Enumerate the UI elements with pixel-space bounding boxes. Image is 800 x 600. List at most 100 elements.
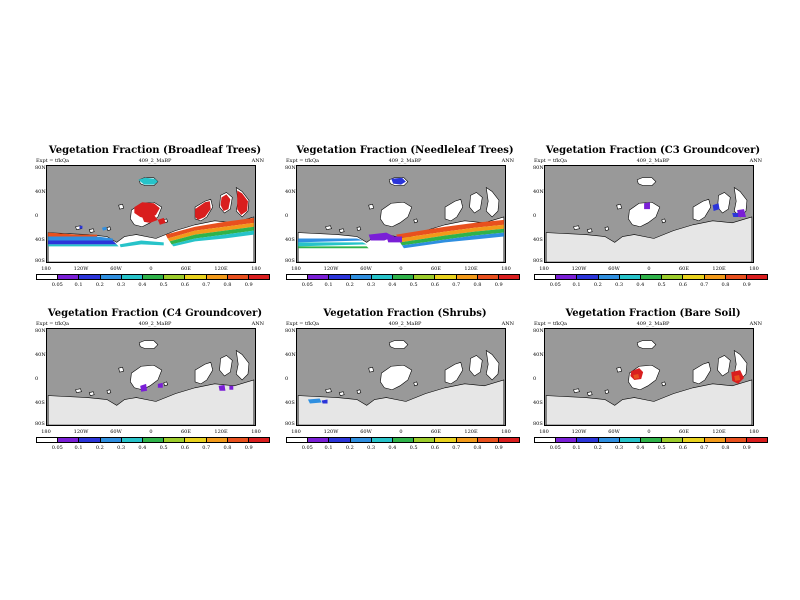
lon-tick-label: 120W [323,266,339,272]
colorbar-label: 0.2 [95,445,104,451]
colorbar-label: 0.3 [615,282,624,288]
land-region [469,192,483,214]
map-panel-c4: Vegetation Fraction (C4 Groundcover) Expt… [35,308,275,453]
colorbar-label: 0.3 [117,282,126,288]
lon-tick-label: 180 [749,266,759,272]
colorbar-label: 0.5 [159,282,168,288]
colorbar-label: 0.7 [452,282,461,288]
field-contour [237,190,248,215]
field-contour [398,224,504,243]
lon-tick-label: 120E [464,266,478,272]
land-region [88,391,95,396]
colorbar-segment [308,275,330,279]
colorbar-segment [206,438,228,442]
colorbar [534,437,768,443]
field-contour [48,236,113,241]
colorbar-segment [704,438,726,442]
colorbar-label: 0.9 [244,282,253,288]
colorbar-segment [329,275,351,279]
colorbar-label: 0.8 [721,282,730,288]
field-contour [218,384,226,391]
panel-title: Vegetation Fraction (Shrubs) [323,308,487,319]
colorbar-label: 0.4 [388,445,397,451]
colorbar-segment [577,438,599,442]
panel-title: Vegetation Fraction (Needleleaf Trees) [296,145,514,156]
colorbar-label: 0.2 [95,282,104,288]
land-region [368,366,374,373]
lon-tick-label: 60W [608,429,620,435]
lon-tick-label: 120W [73,429,89,435]
land-region [616,366,622,373]
colorbar-label: 0.8 [473,445,482,451]
lat-tick-label: 40S [533,400,543,406]
land-region [692,361,712,385]
map-frame [296,165,506,263]
lon-tick-label: 60W [608,266,620,272]
colorbar-segment [142,275,165,279]
colorbar-segment [435,438,457,442]
colorbar-segment [683,275,705,279]
land-region [219,355,233,377]
colorbar-label: 0.05 [549,445,561,451]
field-contour [165,217,254,239]
land-region [573,225,580,231]
colorbar-label: 0.5 [409,445,418,451]
lon-tick-label: 0 [399,266,403,272]
field-contour [157,382,163,388]
colorbar-label: 0.5 [657,445,666,451]
land-region [636,340,657,349]
colorbar-label: 0.3 [615,445,624,451]
map-frame [46,328,256,426]
field-contour [138,177,158,185]
run-label: 409_2_MaBP [388,158,422,164]
land-region [604,226,610,232]
colorbar-segment [704,275,726,279]
colorbar [36,274,270,280]
colorbar-segment [392,438,415,442]
experiment-label: Expt = tfkQa [286,158,320,164]
field-contour [737,209,746,217]
lat-tick-label: 0 [285,213,289,219]
field-contour [401,232,504,249]
colorbar-label: 0.9 [494,445,503,451]
colorbar-segment [206,275,228,279]
colorbar-segment [37,275,59,279]
field-contour [48,244,119,247]
colorbar-label: 0.6 [430,282,439,288]
colorbar-label: 0.7 [452,445,461,451]
colorbar-segment [598,275,620,279]
land-region [106,389,112,395]
colorbar-label: 0.9 [494,282,503,288]
land-region [163,381,169,387]
field-contour [157,217,166,225]
field-contour [298,242,367,247]
period-label: ANN [501,321,514,327]
lon-tick-label: 180 [749,429,759,435]
period-label: ANN [749,321,762,327]
lat-tick-label: 40S [285,400,295,406]
land-region [717,192,731,214]
panel-title: Vegetation Fraction (Broadleaf Trees) [48,145,262,156]
colorbar-label: 0.3 [117,445,126,451]
land-region [636,177,657,186]
lon-tick-label: 120E [214,429,228,435]
lat-tick-label: 80S [533,258,543,264]
colorbar-label: 0.2 [345,445,354,451]
colorbar-segment [556,438,578,442]
lon-tick-label: 180 [291,266,301,272]
lon-tick-label: 60W [110,429,122,435]
map-svg [545,177,753,262]
lon-tick-label: 60E [430,266,442,272]
map-panel-c3: Vegetation Fraction (C3 Groundcover) Expt… [533,145,773,290]
lat-tick-label: 0 [285,376,289,382]
land-region [380,201,413,228]
lon-tick-label: 180 [41,429,51,435]
colorbar-segment [477,275,499,279]
map-frame [296,328,506,426]
land-region [130,364,163,391]
lon-tick-label: 120E [214,266,228,272]
lat-tick-label: 80N [533,328,544,334]
field-contour [167,222,254,242]
land-region [485,349,500,381]
colorbar-label: 0.05 [301,282,313,288]
